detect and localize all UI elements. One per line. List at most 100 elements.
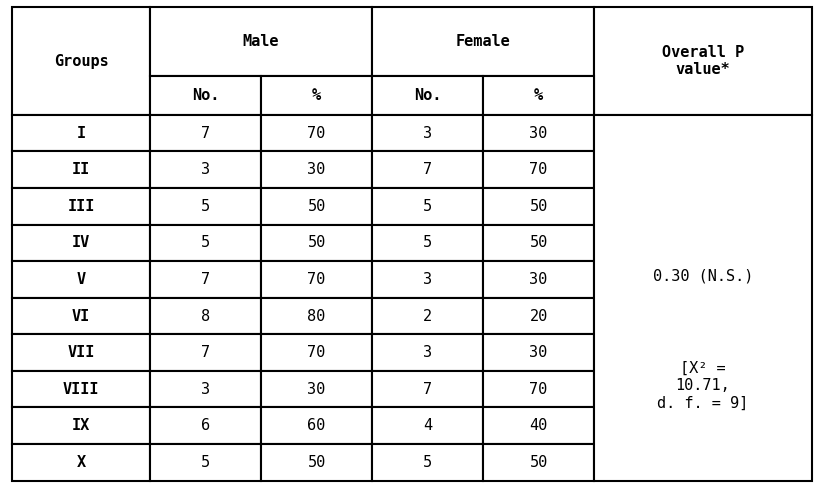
- Bar: [150, 188, 261, 224]
- Bar: [150, 151, 261, 188]
- Bar: [261, 298, 372, 334]
- Text: Female: Female: [456, 34, 510, 49]
- Bar: [261, 188, 372, 224]
- Text: VIII: VIII: [63, 382, 100, 397]
- Bar: [12, 444, 150, 481]
- Text: 70: 70: [530, 382, 548, 397]
- Bar: [12, 371, 150, 407]
- Text: 7: 7: [423, 162, 432, 177]
- Bar: [483, 151, 594, 188]
- Text: 70: 70: [307, 345, 325, 360]
- Bar: [12, 115, 150, 151]
- Text: IV: IV: [72, 235, 91, 250]
- Bar: [372, 7, 594, 76]
- Text: Overall P
value*: Overall P value*: [662, 45, 744, 77]
- Bar: [261, 444, 372, 481]
- Bar: [12, 188, 150, 224]
- Text: 5: 5: [201, 235, 210, 250]
- Text: 50: 50: [307, 455, 325, 470]
- Bar: [12, 151, 150, 188]
- Bar: [372, 261, 483, 298]
- Bar: [150, 7, 372, 76]
- Text: 6: 6: [201, 418, 210, 433]
- Bar: [150, 76, 261, 115]
- Text: 5: 5: [423, 199, 432, 214]
- Bar: [150, 115, 261, 151]
- Bar: [261, 334, 372, 371]
- Bar: [150, 261, 261, 298]
- Text: 7: 7: [201, 125, 210, 141]
- Text: VII: VII: [68, 345, 95, 360]
- Text: 60: 60: [307, 418, 325, 433]
- Text: 3: 3: [423, 272, 432, 287]
- Text: 30: 30: [530, 125, 548, 141]
- Text: 5: 5: [423, 455, 432, 470]
- Text: 3: 3: [423, 125, 432, 141]
- Text: 50: 50: [307, 199, 325, 214]
- Bar: [261, 76, 372, 115]
- Text: 0.30 (N.S.): 0.30 (N.S.): [653, 268, 753, 283]
- Bar: [372, 334, 483, 371]
- Bar: [12, 407, 150, 444]
- Text: Male: Male: [243, 34, 279, 49]
- Bar: [261, 115, 372, 151]
- Text: 3: 3: [201, 162, 210, 177]
- Text: II: II: [72, 162, 91, 177]
- Bar: [483, 76, 594, 115]
- Text: I: I: [77, 125, 86, 141]
- Text: 8: 8: [201, 308, 210, 324]
- Text: 7: 7: [201, 272, 210, 287]
- Text: [X² =
10.71,
d. f. = 9]: [X² = 10.71, d. f. = 9]: [658, 361, 748, 410]
- Bar: [150, 224, 261, 261]
- Bar: [483, 444, 594, 481]
- Bar: [483, 334, 594, 371]
- Text: 7: 7: [423, 382, 432, 397]
- Bar: [372, 371, 483, 407]
- Bar: [372, 188, 483, 224]
- Text: 5: 5: [201, 455, 210, 470]
- Bar: [150, 334, 261, 371]
- Text: 50: 50: [530, 455, 548, 470]
- Bar: [12, 334, 150, 371]
- Text: 4: 4: [423, 418, 432, 433]
- Text: 3: 3: [201, 382, 210, 397]
- Text: 30: 30: [530, 345, 548, 360]
- Text: 30: 30: [307, 162, 325, 177]
- Text: 50: 50: [307, 235, 325, 250]
- Bar: [261, 407, 372, 444]
- Text: IX: IX: [72, 418, 91, 433]
- Bar: [372, 444, 483, 481]
- Text: 7: 7: [201, 345, 210, 360]
- Text: 3: 3: [423, 345, 432, 360]
- Text: 20: 20: [530, 308, 548, 324]
- Text: 2: 2: [423, 308, 432, 324]
- Bar: [483, 407, 594, 444]
- Text: 5: 5: [201, 199, 210, 214]
- Text: V: V: [77, 272, 86, 287]
- Bar: [372, 407, 483, 444]
- Text: 50: 50: [530, 235, 548, 250]
- Text: 40: 40: [530, 418, 548, 433]
- Bar: [261, 371, 372, 407]
- Text: 5: 5: [423, 235, 432, 250]
- Text: 70: 70: [530, 162, 548, 177]
- Bar: [12, 298, 150, 334]
- Bar: [261, 261, 372, 298]
- Text: No.: No.: [414, 88, 441, 103]
- Bar: [372, 76, 483, 115]
- Bar: [594, 7, 812, 115]
- Bar: [12, 261, 150, 298]
- Text: 30: 30: [530, 272, 548, 287]
- Text: %: %: [534, 88, 543, 103]
- Text: No.: No.: [192, 88, 219, 103]
- Bar: [483, 224, 594, 261]
- Bar: [12, 224, 150, 261]
- Text: VI: VI: [72, 308, 91, 324]
- Text: 50: 50: [530, 199, 548, 214]
- Bar: [483, 298, 594, 334]
- Bar: [483, 371, 594, 407]
- Bar: [483, 188, 594, 224]
- Text: X: X: [77, 455, 86, 470]
- Bar: [150, 444, 261, 481]
- Text: 80: 80: [307, 308, 325, 324]
